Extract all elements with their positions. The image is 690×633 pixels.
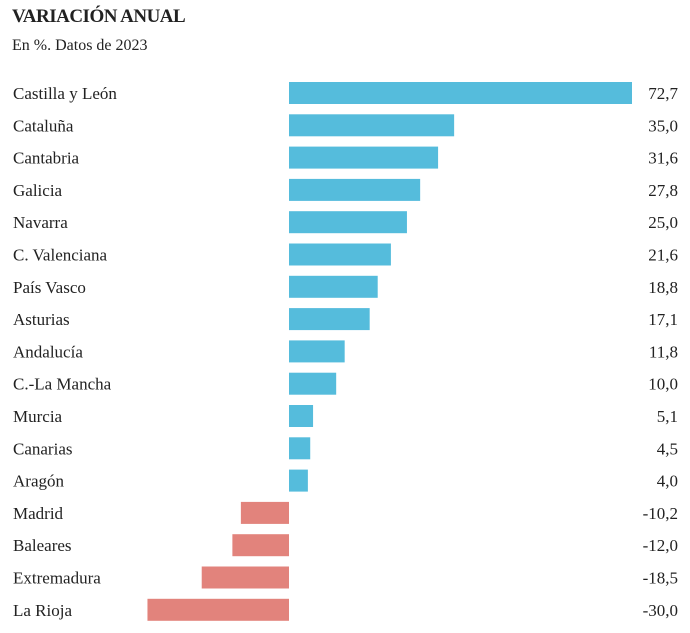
value-label: -18,5 — [643, 569, 678, 588]
bar — [240, 501, 289, 524]
bar — [289, 114, 455, 137]
category-label: Extremadura — [13, 569, 101, 588]
value-label: 21,6 — [648, 246, 678, 265]
category-label: Madrid — [13, 504, 64, 523]
bar — [289, 372, 337, 395]
value-label: 27,8 — [648, 181, 678, 200]
bar — [289, 82, 632, 104]
bar — [147, 598, 289, 621]
category-label: Aragón — [13, 472, 64, 491]
chart-subtitle: En %. Datos de 2023 — [12, 37, 148, 54]
value-label: 4,5 — [657, 439, 678, 458]
bar — [289, 437, 311, 460]
value-label: 31,6 — [648, 149, 678, 168]
value-label: 11,8 — [649, 342, 678, 361]
category-label: Galicia — [13, 181, 63, 200]
category-label: Murcia — [13, 407, 63, 426]
chart-title: VARIACIÓN ANUAL — [12, 6, 186, 27]
bar — [289, 469, 308, 492]
category-label: Baleares — [13, 536, 72, 555]
bar — [201, 566, 289, 589]
value-label: 17,1 — [648, 310, 678, 329]
value-label: -30,0 — [643, 601, 678, 620]
bar — [289, 308, 370, 331]
value-label: 25,0 — [648, 213, 678, 232]
value-label: 18,8 — [648, 278, 678, 297]
bar — [289, 405, 314, 427]
bar — [289, 275, 378, 298]
value-label: 10,0 — [648, 375, 678, 394]
category-label: La Rioja — [13, 601, 72, 620]
category-label: Canarias — [13, 439, 72, 458]
value-label: 4,0 — [657, 472, 678, 491]
bar — [232, 534, 289, 557]
bar — [289, 340, 345, 363]
category-label: Cantabria — [13, 149, 80, 168]
bar — [289, 243, 391, 266]
value-label: -12,0 — [643, 536, 678, 555]
category-label: País Vasco — [13, 278, 86, 297]
category-label: Navarra — [13, 213, 68, 232]
category-label: C.-La Mancha — [13, 375, 112, 394]
category-label: Asturias — [13, 310, 70, 329]
category-label: Castilla y León — [13, 84, 117, 103]
value-label: 35,0 — [648, 116, 678, 135]
bar — [289, 178, 421, 201]
category-label: C. Valenciana — [13, 246, 108, 265]
bar — [289, 146, 439, 169]
value-label: -10,2 — [643, 504, 678, 523]
bar — [289, 211, 407, 234]
value-label: 72,7 — [648, 84, 678, 103]
category-label: Andalucía — [13, 342, 83, 361]
value-label: 5,1 — [657, 407, 678, 426]
category-label: Cataluña — [13, 116, 74, 135]
